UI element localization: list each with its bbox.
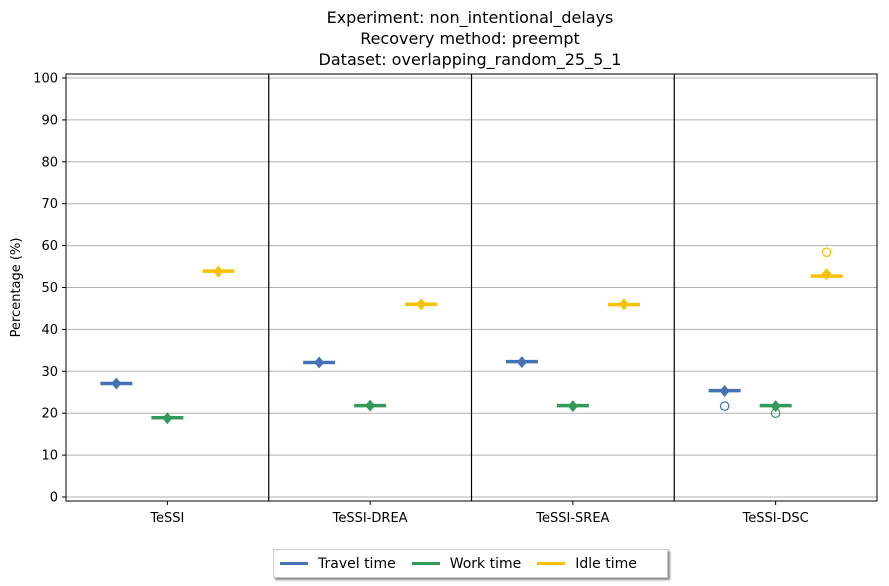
legend-label-idle: Idle time bbox=[575, 555, 637, 572]
y-tick-label: 20 bbox=[41, 407, 58, 422]
chart-title-line-1: Experiment: non_intentional_delays bbox=[326, 8, 614, 27]
outlier-point bbox=[770, 408, 781, 418]
mean-marker bbox=[567, 400, 578, 413]
chart-title-line-3: Dataset: overlapping_random_25_5_1 bbox=[318, 50, 622, 69]
mean-marker bbox=[618, 298, 629, 311]
y-tick-label: 100 bbox=[33, 72, 58, 87]
y-tick-label: 50 bbox=[41, 281, 58, 296]
legend-item-work: Work time bbox=[411, 555, 522, 572]
x-tick-label: TeSSI-SREA bbox=[535, 511, 609, 526]
y-tick-label: 40 bbox=[41, 323, 58, 338]
mean-marker bbox=[770, 400, 781, 413]
outlier-point bbox=[719, 401, 730, 411]
mean-marker bbox=[416, 298, 427, 311]
chart-title-line-2: Recovery method: preempt bbox=[360, 29, 580, 48]
y-tick-label: 30 bbox=[41, 365, 58, 380]
group-separators bbox=[268, 74, 675, 501]
legend-swatch-work bbox=[411, 562, 440, 565]
y-tick-label: 10 bbox=[41, 449, 58, 464]
data-marks bbox=[100, 247, 843, 425]
y-tick-label: 80 bbox=[41, 155, 58, 170]
y-tick-label: 0 bbox=[50, 491, 58, 506]
mean-marker bbox=[111, 377, 122, 390]
x-axis-ticks: TeSSI TeSSI-DREA TeSSI-SREA TeSSI-DSC bbox=[149, 501, 809, 526]
mean-marker bbox=[516, 356, 527, 369]
mean-marker bbox=[821, 268, 832, 281]
mean-marker bbox=[719, 384, 730, 397]
legend-swatch-idle bbox=[537, 562, 566, 565]
legend-label-travel: Travel time bbox=[318, 555, 396, 572]
legend-label-work: Work time bbox=[449, 555, 522, 572]
x-tick-label: TeSSI-DSC bbox=[742, 511, 809, 526]
y-axis-label: Percentage (%) bbox=[9, 238, 24, 338]
legend-item-idle: Idle time bbox=[537, 556, 637, 572]
y-tick-label: 60 bbox=[41, 239, 58, 254]
mean-marker bbox=[162, 412, 173, 425]
x-tick-label: TeSSI bbox=[149, 511, 184, 526]
mean-marker bbox=[314, 356, 325, 369]
mean-marker bbox=[365, 399, 376, 412]
legend-item-travel: Travel time bbox=[280, 556, 396, 572]
outlier-point bbox=[821, 247, 832, 258]
y-tick-label: 90 bbox=[41, 113, 58, 128]
legend: Travel time Work time Idle time bbox=[273, 549, 668, 578]
y-tick-label: 70 bbox=[41, 197, 58, 212]
y-axis-ticks: 0 10 20 30 40 50 60 70 80 90 100 bbox=[33, 72, 66, 506]
legend-swatch-travel bbox=[280, 562, 308, 565]
x-tick-label: TeSSI-DREA bbox=[332, 511, 408, 526]
mean-marker bbox=[213, 265, 224, 278]
